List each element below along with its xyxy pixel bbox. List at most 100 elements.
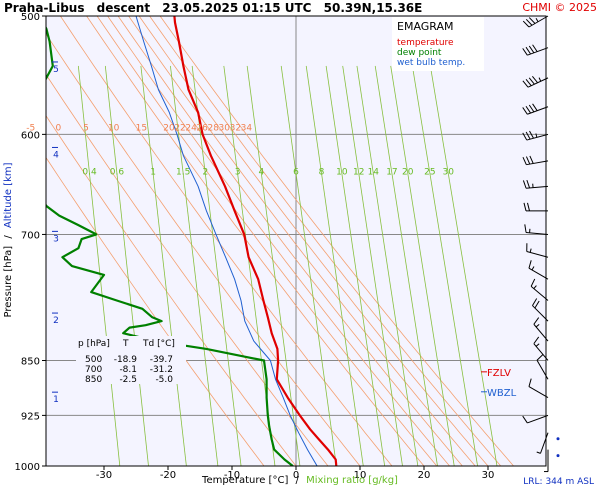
barb-flag: [522, 80, 529, 88]
mixing-ratio-label: 2: [202, 167, 208, 177]
mixing-ratio-label: 17: [386, 167, 397, 177]
x-tick-label: -20: [160, 470, 176, 481]
wind-barb: [522, 44, 549, 56]
x-axis-label: Temperature [°C] / Mixing ratio [g/kg]: [201, 475, 398, 486]
legend-box: [392, 17, 484, 71]
mixing-ratio-lines: [77, 65, 498, 466]
adiabat-label: 0: [56, 123, 62, 133]
series-line-wet-bulb-temp: [135, 16, 318, 466]
mixing-ratio-line: [191, 65, 242, 466]
lrl-label: LRL: 344 m ASL: [523, 477, 594, 487]
mixing-ratio-label: 8: [319, 167, 325, 177]
y-axis-sep: /: [3, 235, 14, 239]
barb-flag: [528, 17, 536, 24]
barb-flag: [525, 156, 531, 165]
adiabat-label: 26: [196, 123, 208, 133]
wind-barb: [522, 76, 549, 88]
y-axis-alt: Altitude [km]: [3, 162, 14, 228]
dry-adiabat: [46, 73, 329, 466]
dry-adiabats: [46, 16, 514, 466]
legend-title: EMAGRAM: [397, 20, 454, 33]
p-tick-label: 1000: [15, 462, 40, 473]
x-tick-label: 0: [293, 470, 299, 481]
barb-flag: [531, 76, 538, 84]
barb-shaft: [527, 106, 549, 115]
adiabat-label: 30: [219, 123, 231, 133]
mixing-ratio-line: [170, 65, 219, 466]
barb-flag: [525, 18, 533, 26]
wind-barb: [522, 15, 549, 28]
barb-half-flag: [535, 133, 538, 138]
barb-flag: [522, 20, 530, 28]
wind-barb: [522, 155, 549, 166]
barb-shaft: [528, 15, 549, 28]
barb-shaft: [530, 285, 549, 301]
table-box: [76, 336, 186, 384]
barb-flag: [525, 105, 532, 114]
barb-half-flag: [535, 18, 539, 22]
mixing-ratio-line: [246, 65, 301, 466]
wind-barb: [524, 224, 549, 235]
legend-wet-bulb: wet bulb temp.: [397, 58, 465, 68]
barb-shaft: [526, 160, 549, 166]
table-cell: -8.1: [119, 365, 137, 375]
adiabat-label: 10: [108, 123, 120, 133]
alt-tick-label: 1: [53, 395, 59, 405]
mixing-ratio-label: 0.4: [82, 167, 97, 177]
barb-flag: [522, 156, 527, 165]
barb-shaft: [527, 77, 549, 88]
level-markers: FZLV WBZL: [481, 368, 517, 399]
barb-half-flag: [529, 248, 532, 253]
barb-dot: [556, 437, 560, 441]
barb-flag: [528, 378, 532, 387]
wind-barb: [523, 202, 548, 212]
series-line-temperature: [173, 16, 338, 466]
adiabat-label: 20: [163, 123, 175, 133]
profile-lines: [46, 16, 338, 466]
copyright: CHMI © 2025: [522, 1, 597, 14]
mixing-ratio-line: [411, 65, 478, 466]
adiabat-label: 32: [230, 123, 241, 133]
table-cell: 500: [85, 355, 102, 365]
x-tick-label: 20: [418, 470, 431, 481]
alt-tick-label: 5: [53, 65, 59, 75]
x-axis-sep: /: [296, 475, 300, 486]
barb-flag: [530, 278, 536, 287]
barb-flag: [532, 103, 538, 111]
mixing-ratio-line: [374, 65, 438, 466]
barb-flag: [522, 415, 528, 424]
adiabat-label: 15: [136, 123, 147, 133]
wind-barbs: [522, 15, 560, 473]
table-header-td: Td [°C]: [142, 339, 175, 349]
barb-half-flag: [531, 266, 535, 271]
barb-flag: [533, 336, 540, 344]
dry-adiabat: [60, 16, 393, 466]
mixing-ratio-label: 12: [353, 167, 364, 177]
wind-barb: [522, 103, 549, 115]
barb-half-flag: [538, 77, 542, 82]
mixing-ratio-line: [325, 65, 386, 466]
mixing-ratio-label: 25: [424, 167, 435, 177]
barb-flag: [527, 202, 530, 211]
wind-barb: [528, 378, 549, 399]
table-cell: 700: [85, 365, 102, 375]
fzlv-label: FZLV: [487, 368, 511, 379]
wind-barb: [544, 449, 560, 473]
barb-flag: [522, 132, 528, 141]
mixing-ratio-line: [280, 65, 337, 466]
mixing-ratio-label: 1.5: [176, 167, 190, 177]
barb-shaft: [526, 185, 549, 189]
mixing-ratio-line: [77, 65, 121, 466]
table-cell: 850: [85, 375, 102, 385]
mixing-ratio-label: 10: [336, 167, 348, 177]
dry-adiabat: [86, 16, 425, 466]
table-cell: -2.5: [119, 375, 137, 385]
table-cell: -31.2: [150, 365, 173, 375]
barb-flag: [528, 260, 532, 269]
legend-temperature: temperature: [397, 38, 454, 48]
chart-title: Praha-Libus descent 23.05.2025 01:15 UTC…: [4, 1, 422, 15]
wind-barb: [528, 260, 549, 280]
mixing-ratio-line: [104, 65, 149, 466]
wind-barb: [522, 414, 549, 424]
